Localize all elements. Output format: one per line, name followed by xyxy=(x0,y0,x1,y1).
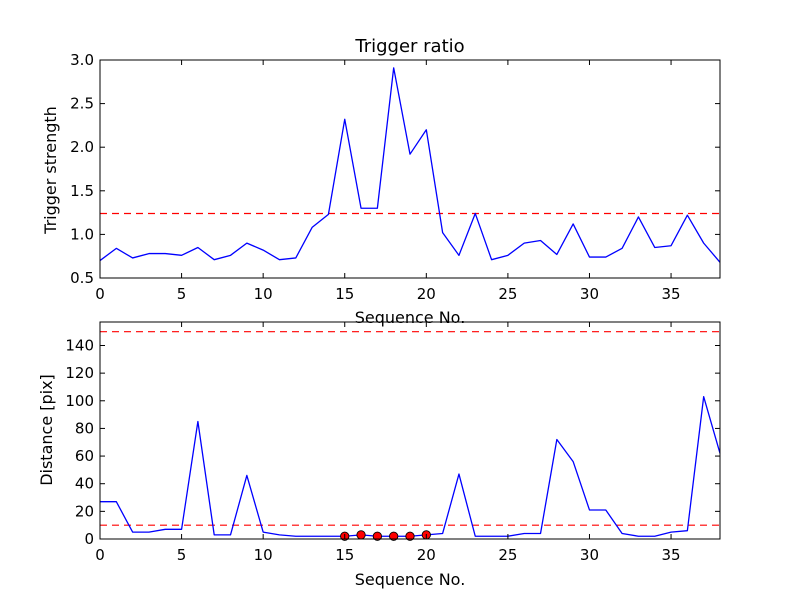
data-marker xyxy=(389,531,399,541)
data-marker xyxy=(405,531,415,541)
x-tick-label: 35 xyxy=(662,546,681,564)
x-tick-label: 15 xyxy=(335,285,354,303)
y-axis-label: Distance [pix] xyxy=(37,374,56,486)
x-tick-label: 5 xyxy=(177,546,187,564)
series-line xyxy=(99,67,721,263)
series-line xyxy=(100,395,721,537)
x-tick-label: 15 xyxy=(335,546,354,564)
x-tick-label: 10 xyxy=(254,285,273,303)
y-tick-label: 40 xyxy=(75,475,94,493)
y-tick-label: 120 xyxy=(65,364,94,382)
x-tick-label: 0 xyxy=(95,285,105,303)
x-tick-label: 30 xyxy=(580,285,599,303)
y-tick-label: 0.5 xyxy=(70,269,94,287)
x-axis-label: Sequence No. xyxy=(355,570,466,589)
x-tick-label: 25 xyxy=(498,546,517,564)
x-tick-label: 20 xyxy=(417,285,436,303)
plot-area: 0 5 10 15 20 25 30 35 0 20 40 60 80 100 120 140 xyxy=(65,321,721,564)
axes-frame xyxy=(99,59,721,279)
y-tick-label: 80 xyxy=(75,419,94,437)
x-tick-label: 10 xyxy=(254,546,273,564)
x-tick-label: 25 xyxy=(498,285,517,303)
plot-area: 0 5 10 15 20 25 30 35 0.5 1.0 1.5 2.0 2.5 3.0 xyxy=(70,51,721,303)
y-axis-label: Trigger strength xyxy=(41,106,60,235)
y-tick-label: 140 xyxy=(65,336,94,354)
axes-frame xyxy=(99,321,721,540)
y-tick-label: 3.0 xyxy=(70,51,94,69)
y-tick-label: 1.5 xyxy=(70,182,94,200)
y-tick-label: 2.5 xyxy=(70,95,94,113)
y-tick-label: 20 xyxy=(75,502,94,520)
y-tick-label: 100 xyxy=(65,392,94,410)
distance-chart: Sequence No. Distance [pix] 0 5 10 15 20 25 30… xyxy=(37,321,721,589)
y-tick-label: 0 xyxy=(84,530,94,548)
y-tick-label: 1.0 xyxy=(70,225,94,243)
chart-title: Trigger ratio xyxy=(354,36,464,57)
x-tick-label: 20 xyxy=(417,546,436,564)
data-marker xyxy=(372,531,383,541)
y-tick-label: 2.0 xyxy=(70,138,94,156)
x-axis-label: Sequence No. xyxy=(355,308,466,327)
x-tick-label: 0 xyxy=(95,546,105,564)
trigger-ratio-chart: Trigger ratio Sequence No. Trigger stren… xyxy=(41,36,721,327)
x-tick-label: 5 xyxy=(177,285,187,303)
x-tick-label: 30 xyxy=(580,546,599,564)
y-tick-label: 60 xyxy=(75,447,94,465)
data-marker xyxy=(356,530,366,540)
x-tick-label: 35 xyxy=(662,285,681,303)
